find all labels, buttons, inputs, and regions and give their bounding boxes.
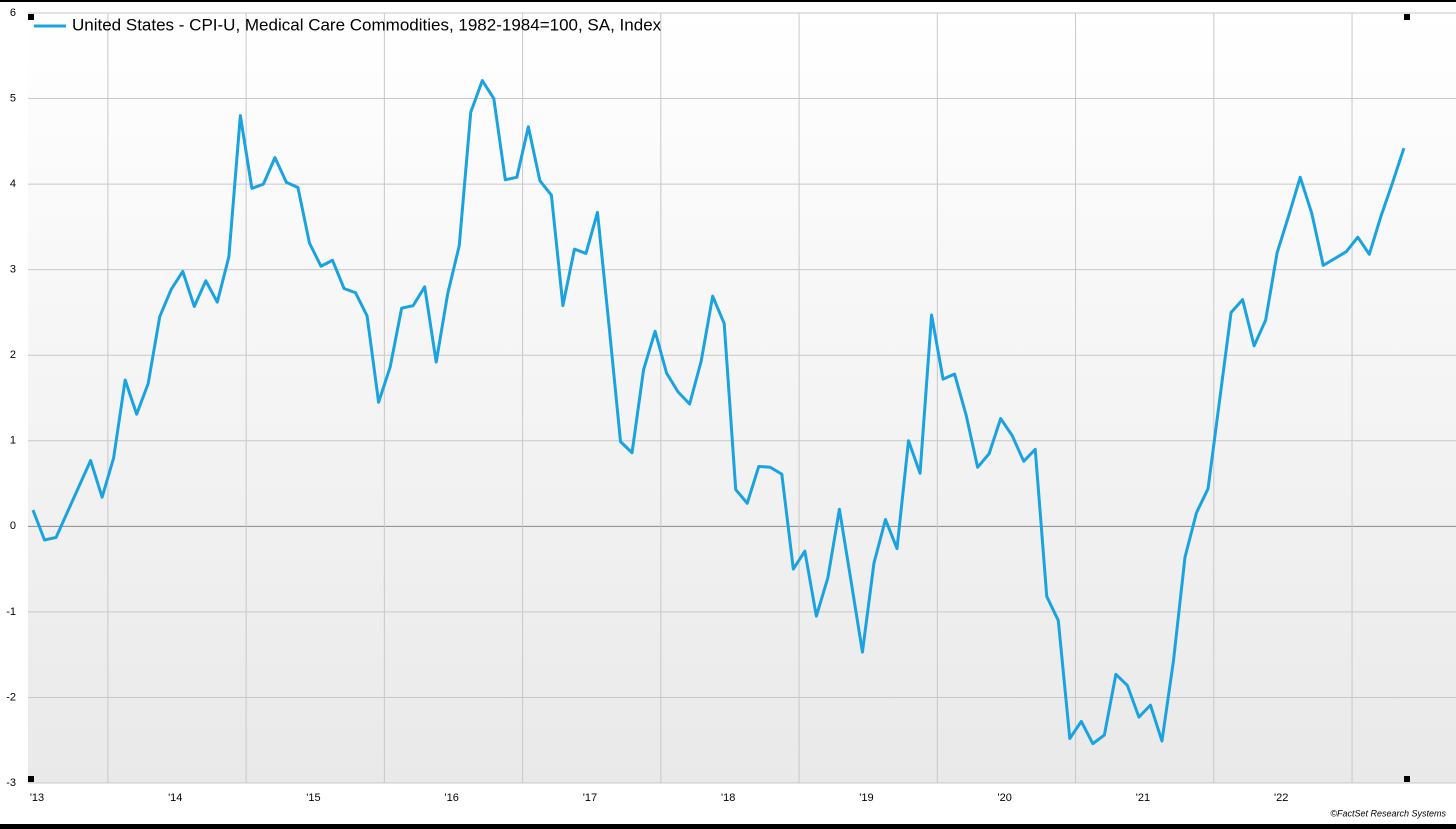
x-tick-label: '19 <box>859 792 873 804</box>
corner-marker <box>1404 776 1410 782</box>
y-tick-label: 5 <box>10 92 16 104</box>
x-tick-label: '18 <box>721 792 735 804</box>
x-tick-label: '17 <box>583 792 597 804</box>
x-tick-label: '14 <box>168 792 182 804</box>
x-tick-label: '16 <box>445 792 459 804</box>
y-tick-label: 6 <box>10 7 16 19</box>
credit: ©FactSet Research Systems <box>1330 808 1446 818</box>
plot-background <box>28 13 1456 783</box>
y-tick-label: 3 <box>10 264 16 276</box>
y-tick-label: 4 <box>10 178 16 190</box>
y-tick-label: -2 <box>6 691 16 703</box>
y-tick-label: 0 <box>10 520 16 532</box>
y-tick-label: -1 <box>6 606 16 618</box>
x-tick-label: '15 <box>306 792 320 804</box>
x-tick-label: '21 <box>1136 792 1150 804</box>
grid <box>28 12 1456 784</box>
corner-marker <box>28 776 34 782</box>
y-tick-label: -3 <box>6 777 16 789</box>
corner-marker <box>28 14 34 20</box>
y-tick-label: 1 <box>10 435 16 447</box>
bottom-border <box>0 824 1456 829</box>
x-tick-label: '13 <box>30 792 44 804</box>
y-tick-label: 2 <box>10 349 16 361</box>
series-line <box>31 79 1406 746</box>
corner-marker <box>1404 14 1410 20</box>
marks <box>31 79 1406 746</box>
legend-label: United States - CPI-U, Medical Care Comm… <box>72 15 662 34</box>
x-tick-label: '22 <box>1274 792 1288 804</box>
x-tick-label: '20 <box>998 792 1012 804</box>
